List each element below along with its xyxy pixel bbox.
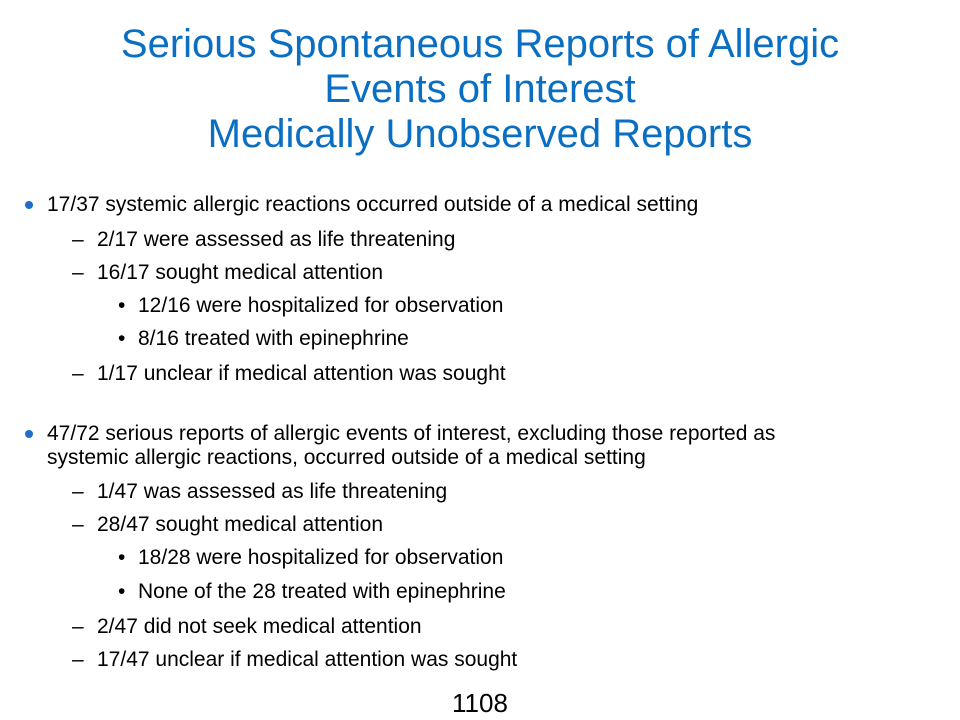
slide-title-line-1: Serious Spontaneous Reports of Allergic bbox=[120, 22, 840, 66]
dash-marker: – bbox=[72, 648, 84, 671]
dot-marker: • bbox=[118, 294, 126, 317]
slide-title: Serious Spontaneous Reports of Allergic … bbox=[0, 22, 960, 157]
list-item-section2-main-line2: systemic allergic reactions, occurred ou… bbox=[47, 446, 646, 469]
dash-marker: – bbox=[72, 362, 84, 385]
page-number: 1108 bbox=[452, 688, 508, 718]
list-item-section2-main-line1: 47/72 serious reports of allergic events… bbox=[47, 422, 776, 445]
list-item-section1-sub2b: 8/16 treated with epinephrine bbox=[138, 327, 409, 350]
list-item-section1-main: 17/37 systemic allergic reactions occurr… bbox=[47, 193, 699, 216]
dash-marker: – bbox=[72, 480, 84, 503]
dot-marker: • bbox=[118, 327, 126, 350]
list-item-section2-sub4: 17/47 unclear if medical attention was s… bbox=[97, 648, 518, 671]
dot-marker: • bbox=[118, 580, 126, 603]
list-item-section2-sub3: 2/47 did not seek medical attention bbox=[97, 615, 422, 638]
list-item-section1-sub3: 1/17 unclear if medical attention was so… bbox=[97, 362, 506, 385]
list-item-section2-sub2: 28/47 sought medical attention bbox=[97, 513, 384, 536]
dot-marker: • bbox=[118, 546, 126, 569]
list-item-section2-sub2a: 18/28 were hospitalized for observation bbox=[138, 546, 504, 569]
list-item-section1-sub1: 2/17 were assessed as life threatening bbox=[97, 228, 456, 251]
dash-marker: – bbox=[72, 513, 84, 536]
bullet-dot-icon bbox=[25, 430, 33, 438]
list-item-section1-sub2: 16/17 sought medical attention bbox=[97, 261, 384, 284]
list-item-section2-sub1: 1/47 was assessed as life threatening bbox=[97, 480, 448, 503]
list-item-section1-sub2a: 12/16 were hospitalized for observation bbox=[138, 294, 504, 317]
dash-marker: – bbox=[72, 261, 84, 284]
dash-marker: – bbox=[72, 228, 84, 251]
slide-title-line-2: Events of Interest bbox=[324, 67, 636, 111]
slide-title-line-3: Medically Unobserved Reports bbox=[207, 112, 753, 156]
list-item-section2-sub2b: None of the 28 treated with epinephrine bbox=[138, 580, 506, 603]
bullet-dot-icon bbox=[25, 201, 33, 209]
dash-marker: – bbox=[72, 615, 84, 638]
